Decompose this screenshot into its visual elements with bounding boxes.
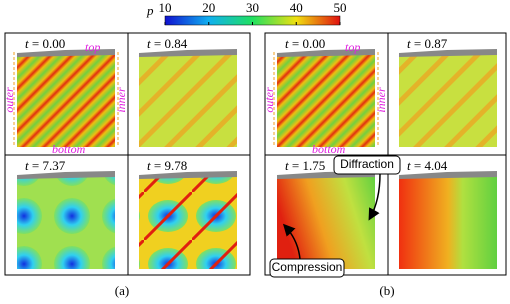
callout-arrow <box>282 223 301 260</box>
callout-arrow <box>368 173 381 221</box>
simulation-image <box>399 175 497 269</box>
label-inner: inner <box>374 87 388 113</box>
time-value: = 0.87 <box>414 36 448 51</box>
label-top: top <box>85 40 100 54</box>
label-bottom: bottom <box>52 142 86 156</box>
surface-edge <box>399 49 497 57</box>
time-label: t = 0.00 <box>285 36 325 51</box>
label-outer: outer <box>262 87 276 113</box>
caption: (b) <box>379 283 394 298</box>
panels: t = 0.00 t = 0.84t = 7.37 t = 9.78t = 0.00… <box>17 36 497 269</box>
time-label: t = 0.00 <box>25 36 65 51</box>
group-b-frame <box>264 32 507 276</box>
label-inner: inner <box>114 87 128 113</box>
simulation-image <box>139 53 237 147</box>
surface-edge <box>139 171 237 179</box>
colorbar-tick-label: 50 <box>334 0 347 15</box>
colorbar-tick-label: 10 <box>159 0 172 15</box>
simulation-image <box>17 175 115 269</box>
time-var: t <box>25 158 29 173</box>
callout-box <box>333 155 401 175</box>
colorbar-tick-label: 30 <box>246 0 259 15</box>
label-bottom: bottom <box>312 142 346 156</box>
time-value: = 7.37 <box>32 158 66 173</box>
callout-compression: Compression <box>272 260 343 274</box>
time-var: t <box>147 36 151 51</box>
simulation-image <box>277 175 375 269</box>
time-label: t = 7.37 <box>25 158 66 173</box>
surface-edge <box>277 49 375 57</box>
colorbar-label: p <box>146 3 154 18</box>
surface-edge <box>399 171 497 179</box>
time-value: = 0.84 <box>154 36 188 51</box>
simulation-image <box>17 53 115 147</box>
time-label: t = 4.04 <box>407 158 448 173</box>
time-label: t = 9.78 <box>147 158 187 173</box>
time-var: t <box>407 36 411 51</box>
surface-edge <box>139 49 237 57</box>
time-value: = 9.78 <box>154 158 187 173</box>
time-var: t <box>407 158 411 173</box>
surface-edge <box>17 49 115 57</box>
time-var: t <box>285 158 289 173</box>
time-var: t <box>25 36 29 51</box>
time-value: = 0.00 <box>292 36 325 51</box>
callout-box <box>269 258 345 278</box>
colorbar-tick-label: 40 <box>290 0 303 15</box>
time-value: = 1.75 <box>292 158 325 173</box>
time-var: t <box>147 158 151 173</box>
time-label: t = 1.75 <box>285 158 325 173</box>
time-value: = 4.04 <box>414 158 448 173</box>
simulation-image <box>399 53 497 147</box>
simulation-image <box>277 53 375 147</box>
label-top: top <box>345 40 360 54</box>
time-label: t = 0.84 <box>147 36 188 51</box>
simulation-image <box>139 175 237 269</box>
colorbar-tick-label: 20 <box>202 0 215 15</box>
callout-diffraction: Diffraction <box>340 157 394 171</box>
edge-markers <box>13 52 379 146</box>
surface-edge <box>17 171 115 179</box>
caption: (a) <box>115 283 129 298</box>
time-label: t = 0.87 <box>407 36 448 51</box>
label-outer: outer <box>2 87 16 113</box>
time-var: t <box>285 36 289 51</box>
time-value: = 0.00 <box>32 36 65 51</box>
